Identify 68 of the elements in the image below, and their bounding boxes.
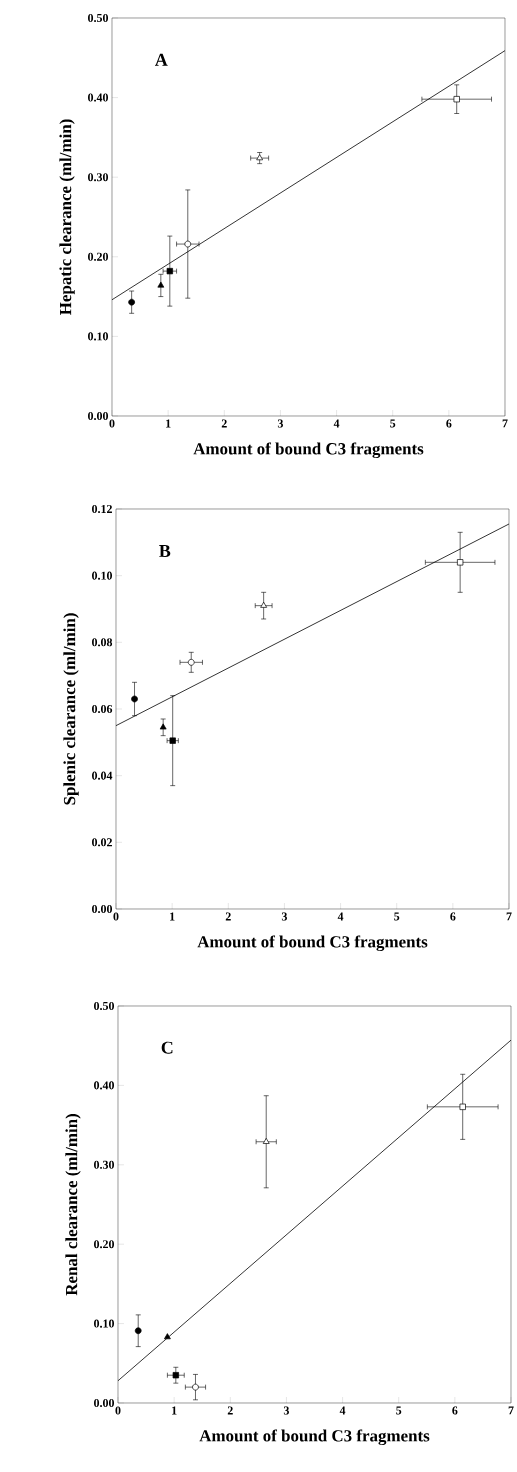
x-tick-label: 1 bbox=[169, 912, 175, 921]
y-tick-label: 0.10 bbox=[91, 571, 112, 580]
x-tick-label: 5 bbox=[390, 419, 396, 428]
text: A bbox=[154, 53, 168, 66]
x-axis-title: Amount of bound C3 fragments bbox=[199, 1429, 430, 1446]
x-tick-label: 4 bbox=[337, 912, 344, 921]
y-axis-title: Hepatic clearance (ml/min) bbox=[59, 119, 75, 315]
x-tick-label: 0 bbox=[113, 912, 119, 921]
point bbox=[459, 1103, 466, 1110]
x-tick-label: 6 bbox=[446, 419, 452, 428]
point bbox=[157, 281, 165, 288]
point bbox=[260, 601, 267, 608]
y-tick-label: 0.10 bbox=[93, 1319, 114, 1328]
x-axis-title: Amount of bound C3 fragments bbox=[197, 935, 428, 952]
x-tick-label: 3 bbox=[277, 419, 283, 428]
x-tick-label: 6 bbox=[452, 1406, 458, 1415]
y-tick-label: 0.20 bbox=[87, 252, 108, 261]
y-tick-label: 0.50 bbox=[93, 1001, 114, 1011]
y-tick-label: 0.00 bbox=[87, 411, 108, 421]
x-tick-label: 7 bbox=[508, 1406, 514, 1415]
y-tick-label: 0.30 bbox=[87, 173, 108, 182]
y-tick-label: 0.30 bbox=[93, 1160, 114, 1169]
point bbox=[456, 559, 464, 566]
point bbox=[184, 240, 191, 248]
y-tick-label: 0.08 bbox=[91, 638, 112, 647]
point bbox=[192, 1383, 199, 1391]
y-tick-label: 0.04 bbox=[91, 771, 113, 780]
x-tick-label: 3 bbox=[283, 1406, 289, 1415]
point bbox=[262, 1137, 270, 1144]
point bbox=[187, 658, 195, 666]
x-tick-label: 1 bbox=[165, 419, 171, 428]
x-axis-title: Amount of bound C3 fragments bbox=[193, 442, 424, 459]
y-tick-label: 0.50 bbox=[87, 13, 108, 23]
y-axis-title: Renal clearance (ml/min) bbox=[65, 1113, 81, 1296]
y-tick-label: 0.40 bbox=[93, 1081, 114, 1090]
y-axis-title: Splenic clearance (ml/min) bbox=[63, 613, 79, 805]
point bbox=[134, 1327, 142, 1335]
x-tick-label: 7 bbox=[502, 419, 508, 428]
point bbox=[128, 298, 135, 306]
x-tick-label: 4 bbox=[339, 1406, 346, 1415]
point bbox=[131, 695, 138, 703]
y-tick-label: 0.00 bbox=[93, 1398, 114, 1408]
point bbox=[163, 1333, 171, 1340]
y-tick-label: 0.02 bbox=[91, 838, 112, 847]
y-tick-label: 0.00 bbox=[91, 904, 112, 914]
point bbox=[172, 1372, 179, 1379]
x-tick-label: 3 bbox=[281, 912, 287, 921]
x-tick-label: 0 bbox=[109, 419, 115, 428]
text: B bbox=[158, 545, 171, 557]
point bbox=[159, 723, 167, 730]
point bbox=[166, 267, 173, 275]
x-tick-label: 6 bbox=[450, 912, 456, 921]
x-tick-label: 7 bbox=[506, 912, 512, 921]
y-tick-label: 0.20 bbox=[93, 1240, 114, 1249]
y-tick-label: 0.12 bbox=[91, 504, 112, 514]
x-tick-label: 4 bbox=[333, 419, 340, 428]
point bbox=[453, 96, 460, 103]
y-tick-label: 0.10 bbox=[87, 332, 108, 341]
x-tick-label: 1 bbox=[171, 1406, 177, 1415]
y-tick-label: 0.40 bbox=[87, 93, 108, 102]
x-tick-label: 2 bbox=[221, 419, 227, 428]
y-tick-label: 0.06 bbox=[91, 704, 112, 714]
text: C bbox=[161, 1041, 173, 1054]
x-tick-label: 5 bbox=[396, 1406, 402, 1415]
x-tick-label: 0 bbox=[115, 1406, 121, 1415]
x-tick-label: 2 bbox=[225, 912, 231, 921]
x-tick-label: 2 bbox=[227, 1406, 233, 1415]
x-tick-label: 5 bbox=[394, 912, 400, 921]
